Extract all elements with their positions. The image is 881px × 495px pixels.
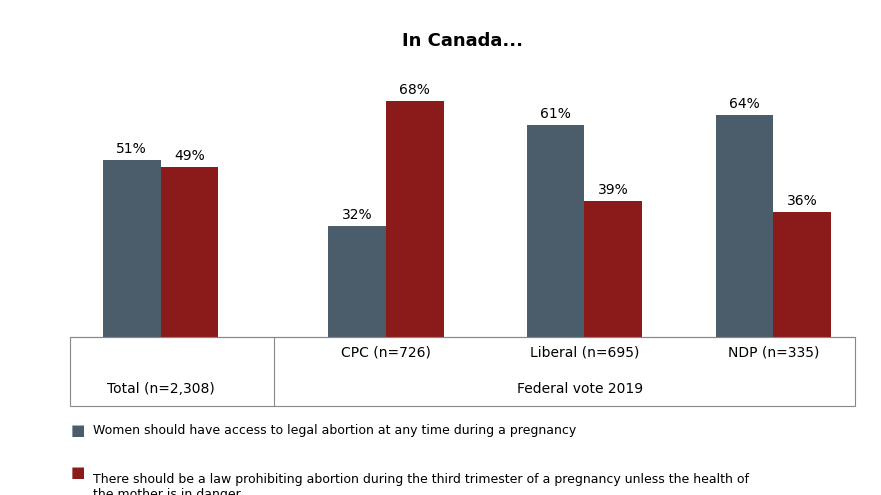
- Bar: [160, 167, 218, 337]
- Bar: [715, 115, 774, 337]
- Bar: [103, 160, 160, 337]
- Bar: [386, 101, 444, 337]
- Text: 51%: 51%: [116, 142, 147, 156]
- Text: NDP (n=335): NDP (n=335): [728, 346, 819, 360]
- Text: 61%: 61%: [540, 107, 571, 121]
- Text: 32%: 32%: [342, 207, 373, 222]
- Bar: [584, 201, 642, 337]
- Text: 68%: 68%: [399, 83, 430, 97]
- Text: Total (n=2,308): Total (n=2,308): [107, 382, 214, 396]
- Text: Liberal (n=695): Liberal (n=695): [529, 346, 639, 360]
- Bar: [527, 125, 584, 337]
- Text: 36%: 36%: [787, 194, 818, 208]
- Bar: [329, 226, 386, 337]
- Text: ■: ■: [70, 423, 85, 438]
- Text: 39%: 39%: [597, 183, 628, 198]
- Text: 49%: 49%: [174, 148, 204, 163]
- Text: CPC (n=726): CPC (n=726): [341, 346, 431, 360]
- Title: In Canada...: In Canada...: [402, 32, 523, 50]
- Text: ■: ■: [70, 465, 85, 480]
- Text: 64%: 64%: [729, 97, 760, 111]
- Text: Women should have access to legal abortion at any time during a pregnancy: Women should have access to legal aborti…: [93, 424, 576, 437]
- Text: There should be a law prohibiting abortion during the third trimester of a pregn: There should be a law prohibiting aborti…: [93, 473, 749, 495]
- Bar: [774, 212, 831, 337]
- Text: Federal vote 2019: Federal vote 2019: [516, 382, 643, 396]
